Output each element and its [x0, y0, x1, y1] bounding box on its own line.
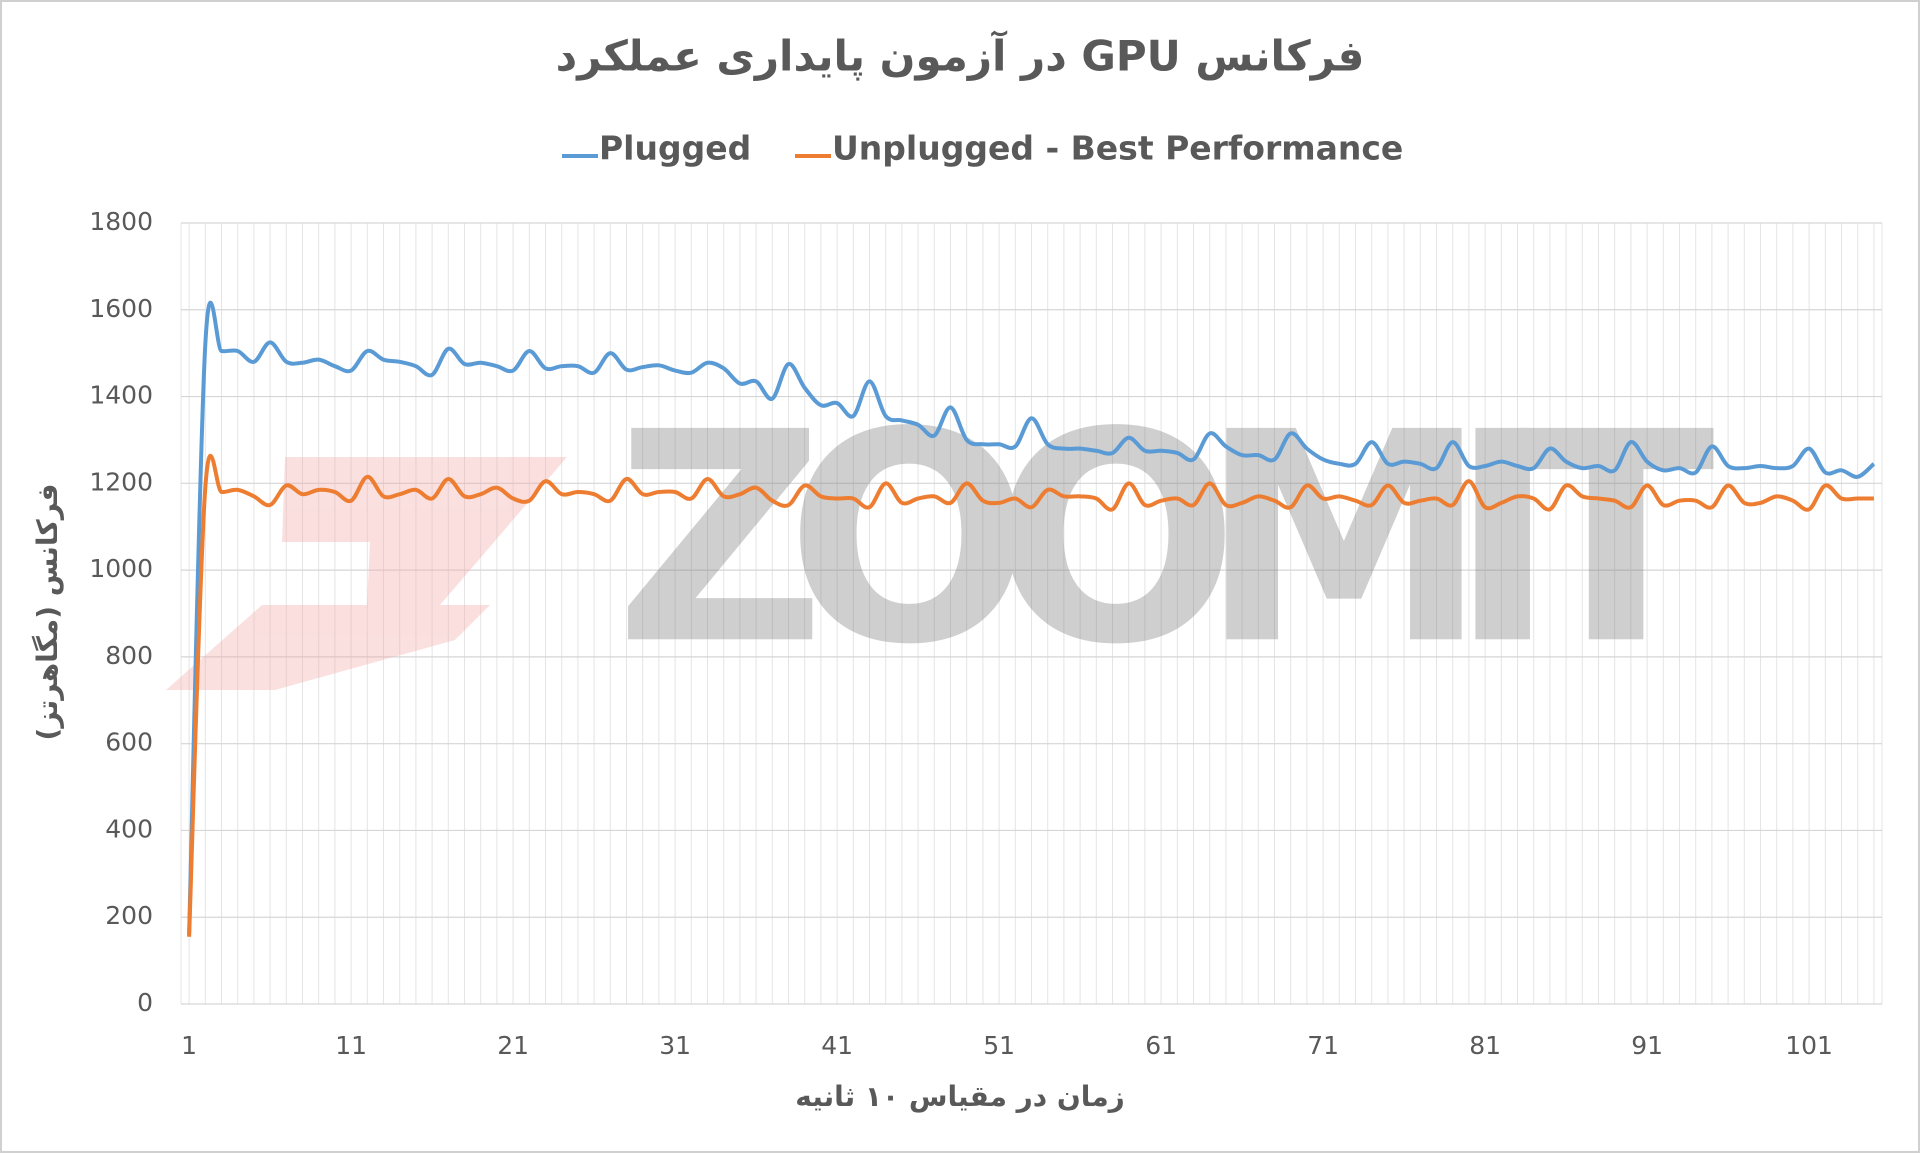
- x-tick-label: 81: [1469, 1031, 1501, 1060]
- y-tick-label: 1200: [89, 467, 153, 496]
- series-line: [187, 453, 1874, 937]
- y-tick-label: 600: [105, 728, 153, 757]
- series-line: [187, 300, 1876, 935]
- x-axis-title: زمان در مقیاس ۱۰ ثانیه: [795, 1080, 1125, 1113]
- watermark-logo: [166, 605, 490, 690]
- y-tick-label: 400: [105, 814, 153, 843]
- x-tick-label: 1: [181, 1031, 197, 1060]
- x-tick-label: 71: [1307, 1031, 1339, 1060]
- y-axis-title: فرکانس (مگاهرتز): [31, 484, 64, 741]
- x-tick-label: 61: [1145, 1031, 1177, 1060]
- watermark: ZOOMIT: [166, 371, 1717, 708]
- legend: Plugged Unplugged - Best Performance: [562, 129, 1403, 168]
- x-tick-label: 51: [983, 1031, 1015, 1060]
- legend-label: Unplugged - Best Performance: [832, 129, 1403, 168]
- y-tick-label: 1800: [89, 207, 153, 236]
- x-tick-label: 101: [1785, 1031, 1833, 1060]
- plot: [187, 300, 1876, 937]
- grid: [180, 222, 1883, 1005]
- legend-label: Plugged: [599, 129, 751, 168]
- chart-title: فرکانس GPU در آزمون پایداری عملکرد: [556, 31, 1365, 82]
- x-tick-label: 41: [821, 1031, 853, 1060]
- x-tick-label: 91: [1631, 1031, 1663, 1060]
- y-tick-label: 1600: [89, 294, 153, 323]
- x-tick-label: 21: [497, 1031, 529, 1060]
- y-tick-label: 800: [105, 641, 153, 670]
- x-tick-label: 11: [335, 1031, 367, 1060]
- y-tick-label: 1400: [89, 381, 153, 410]
- y-tick-label: 1000: [89, 554, 153, 583]
- watermark-logo: [282, 457, 567, 605]
- y-tick-label: 200: [105, 901, 153, 930]
- watermark-text: ZOOMIT: [615, 371, 1717, 708]
- y-tick-label: 0: [137, 988, 153, 1017]
- x-tick-label: 31: [659, 1031, 691, 1060]
